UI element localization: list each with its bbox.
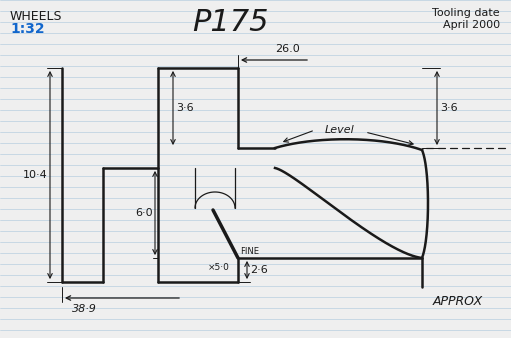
Text: 3·6: 3·6 <box>440 103 458 113</box>
Text: 2·6: 2·6 <box>250 265 268 275</box>
Text: Level: Level <box>325 125 355 135</box>
Text: 38·9: 38·9 <box>72 304 97 314</box>
Text: APPROX: APPROX <box>433 295 483 308</box>
Text: 10·4: 10·4 <box>23 170 48 180</box>
Text: 1:32: 1:32 <box>10 22 44 36</box>
Text: April 2000: April 2000 <box>443 20 500 30</box>
Text: FINE: FINE <box>240 247 259 257</box>
Text: 3·6: 3·6 <box>176 103 194 113</box>
Text: ×5·0: ×5·0 <box>208 264 230 272</box>
Text: 26.0: 26.0 <box>275 44 300 54</box>
Text: 6·0: 6·0 <box>135 208 153 218</box>
Text: P175: P175 <box>192 8 268 37</box>
Text: Tooling date: Tooling date <box>432 8 500 18</box>
Text: WHEELS: WHEELS <box>10 10 62 23</box>
